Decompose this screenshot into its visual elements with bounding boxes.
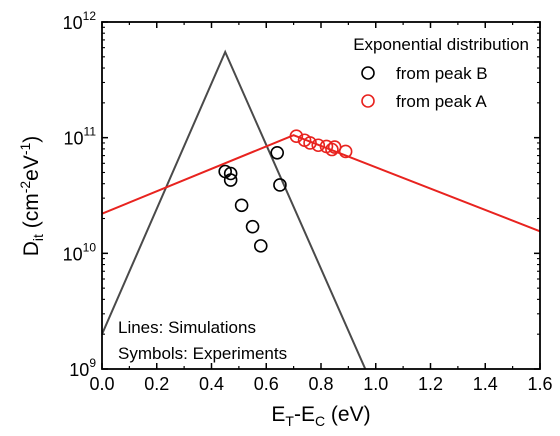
x-tick-label: 0.6: [254, 374, 279, 394]
data-markers: [218, 129, 353, 253]
x-tick-label: 1.0: [363, 374, 388, 394]
legend: Exponential distribution from peak B fro…: [353, 35, 529, 111]
data-point-peak-b: [270, 145, 285, 160]
x-tick-label: 0.4: [199, 374, 224, 394]
data-point-peak-a: [311, 138, 326, 153]
axis-ticks: 0.0 0.2 0.4 0.6 0.8 1.0 1.2 1.4 1.6 109 1010 1011 10…: [63, 9, 553, 394]
y-tick-label: 1010: [63, 240, 97, 264]
simulation-lines: [102, 49, 540, 369]
y-tick-label: 109: [69, 356, 96, 380]
x-tick-label: 1.4: [473, 374, 498, 394]
x-tick-label: 0.8: [308, 374, 333, 394]
x-tick-label: 1.6: [527, 374, 552, 394]
legend-label-peak-a: from peak A: [396, 92, 487, 111]
data-point-peak-a: [289, 129, 304, 143]
annotation-symbols: Symbols: Experiments: [118, 344, 287, 363]
data-point-peak-a: [325, 142, 339, 157]
data-point-peak-b: [223, 166, 238, 181]
data-point-peak-a: [338, 144, 353, 159]
y-tick-label: 1012: [63, 9, 97, 33]
annotation-lines: Lines: Simulations: [118, 318, 256, 337]
y-axis-title: Dit (cm-2eV-1): [17, 136, 46, 257]
legend-label-peak-b: from peak B: [396, 64, 488, 83]
data-point-peak-b: [253, 239, 268, 253]
x-tick-label: 1.2: [418, 374, 443, 394]
data-point-peak-b: [234, 198, 249, 213]
legend-marker-peak-b: [361, 66, 375, 80]
data-point-peak-b: [273, 178, 287, 192]
legend-title: Exponential distribution: [353, 35, 529, 54]
simulation-line-2: [102, 49, 367, 369]
x-tick-label: 0.2: [144, 374, 169, 394]
data-point-peak-a: [303, 136, 317, 150]
legend-marker-peak-a: [361, 94, 375, 108]
x-tick-label: 0.0: [89, 374, 114, 394]
simulation-line-3: [102, 134, 540, 233]
x-axis-title: ET-EC (eV): [271, 403, 370, 429]
y-tick-label: 1011: [64, 125, 97, 149]
data-point-peak-b: [223, 173, 238, 187]
plot-area: [102, 22, 540, 369]
data-point-peak-b: [245, 219, 260, 234]
